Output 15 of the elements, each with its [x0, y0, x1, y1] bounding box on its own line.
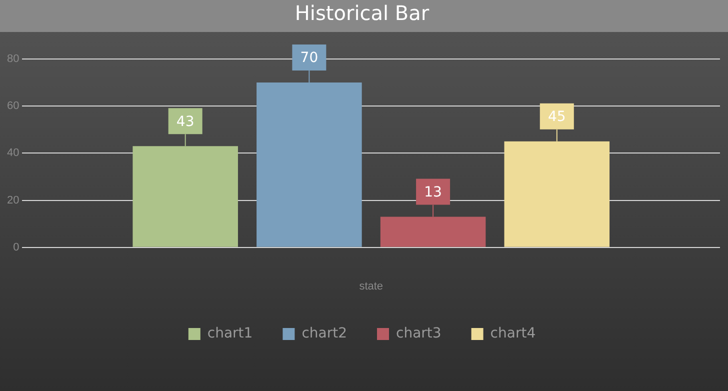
legend-label: chart1 [207, 326, 253, 342]
y-tick-label: 60 [6, 100, 20, 112]
chart-title: Historical Bar [294, 1, 430, 26]
data-label: 43 [176, 114, 194, 130]
y-tick-label: 20 [6, 194, 20, 206]
legend-label: chart4 [490, 326, 536, 342]
x-axis-title: state [359, 280, 384, 292]
legend-label: chart3 [396, 326, 442, 342]
data-label: 70 [300, 50, 318, 66]
y-tick-label: 40 [6, 147, 20, 160]
legend-label: chart2 [302, 326, 348, 342]
data-label: 45 [548, 109, 566, 126]
y-tick-label: 0 [13, 241, 20, 254]
data-label: 13 [424, 184, 442, 200]
y-tick-label: 80 [6, 53, 20, 66]
